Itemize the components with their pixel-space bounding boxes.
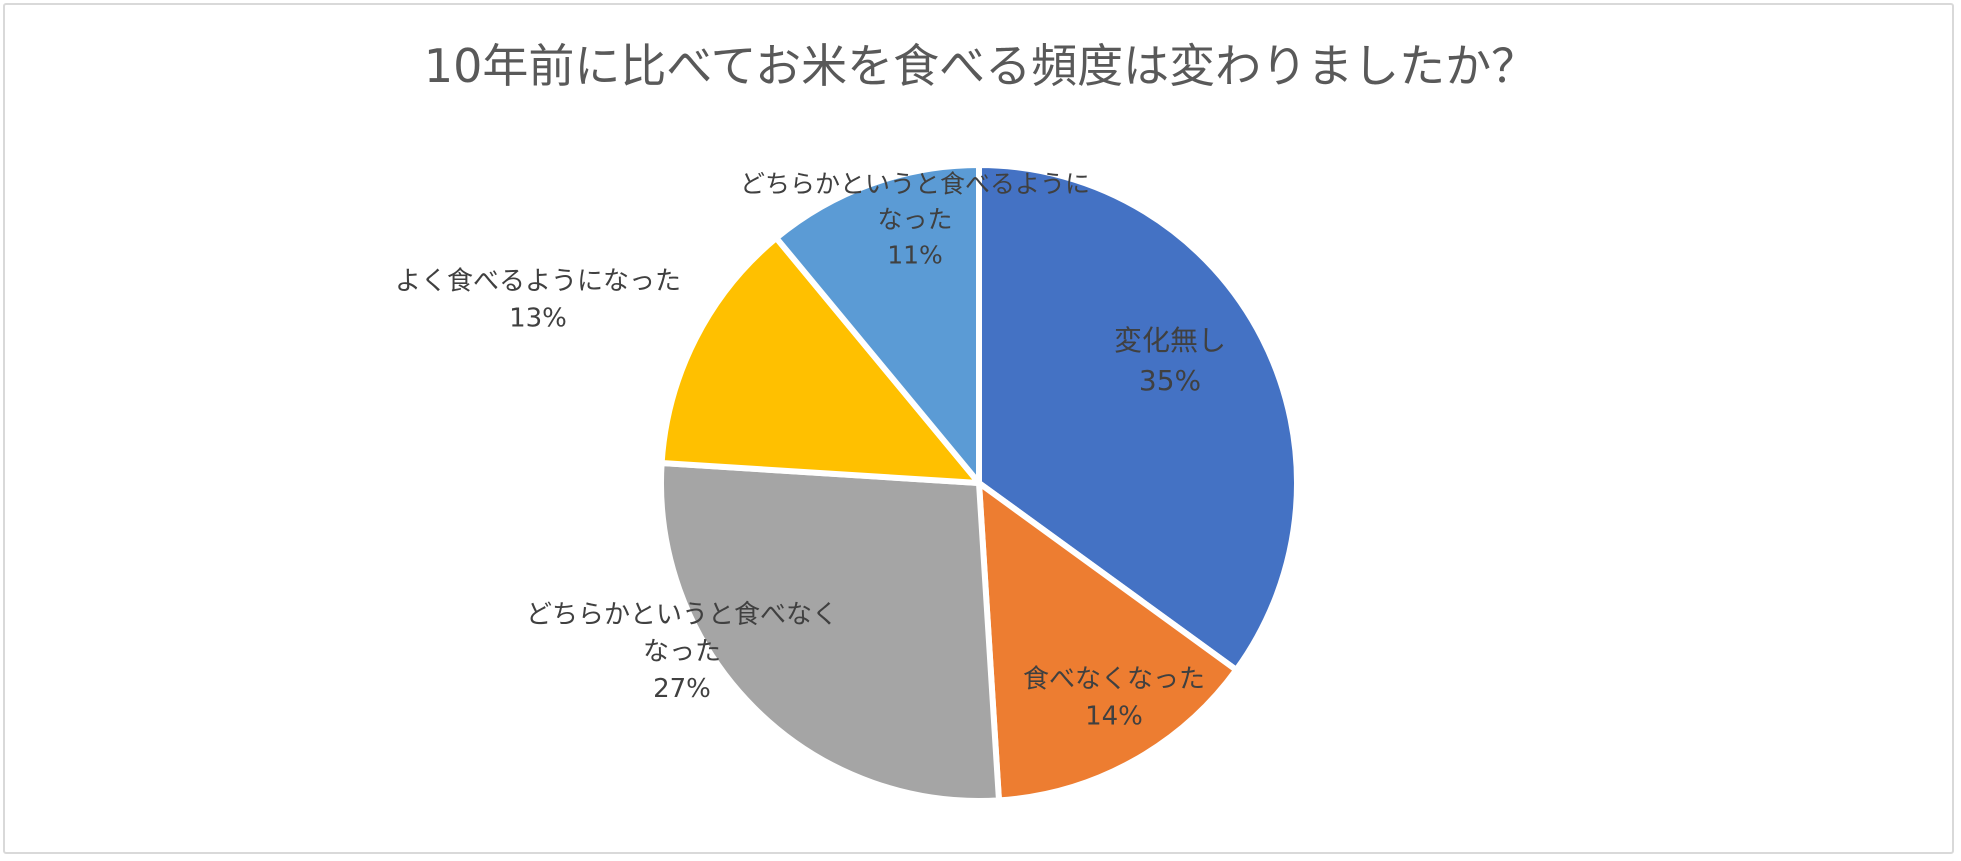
- pie-slice-1: [976, 162, 1300, 673]
- slice-label-1: 変化無し 35%: [1114, 324, 1226, 397]
- slice-value-1: 35%: [1139, 364, 1201, 397]
- pie-slice-5: [773, 162, 982, 486]
- chart-title: 10年前に比べてお米を食べる頻度は変わりましたか？: [423, 39, 1538, 93]
- slice-value-5: 11%: [887, 241, 943, 270]
- pie-slice-3: [658, 460, 1002, 804]
- slice-value-2: 14%: [1085, 701, 1143, 731]
- slice-label-3: どちらかというと食べなくなった 27%: [526, 600, 838, 704]
- pie-slice-4: [658, 234, 982, 486]
- slice-value-4: 13%: [509, 303, 567, 333]
- slice-label-4: よく食べるようになった 13%: [395, 267, 681, 334]
- chart-frame: [3, 3, 1954, 854]
- pie-slice-2: [976, 480, 1240, 804]
- slice-label-5: どちらかというと食べるようになった 11%: [740, 170, 1090, 270]
- slice-value-3: 27%: [653, 674, 711, 704]
- slice-label-2: 食べなくなった 14%: [1023, 665, 1205, 732]
